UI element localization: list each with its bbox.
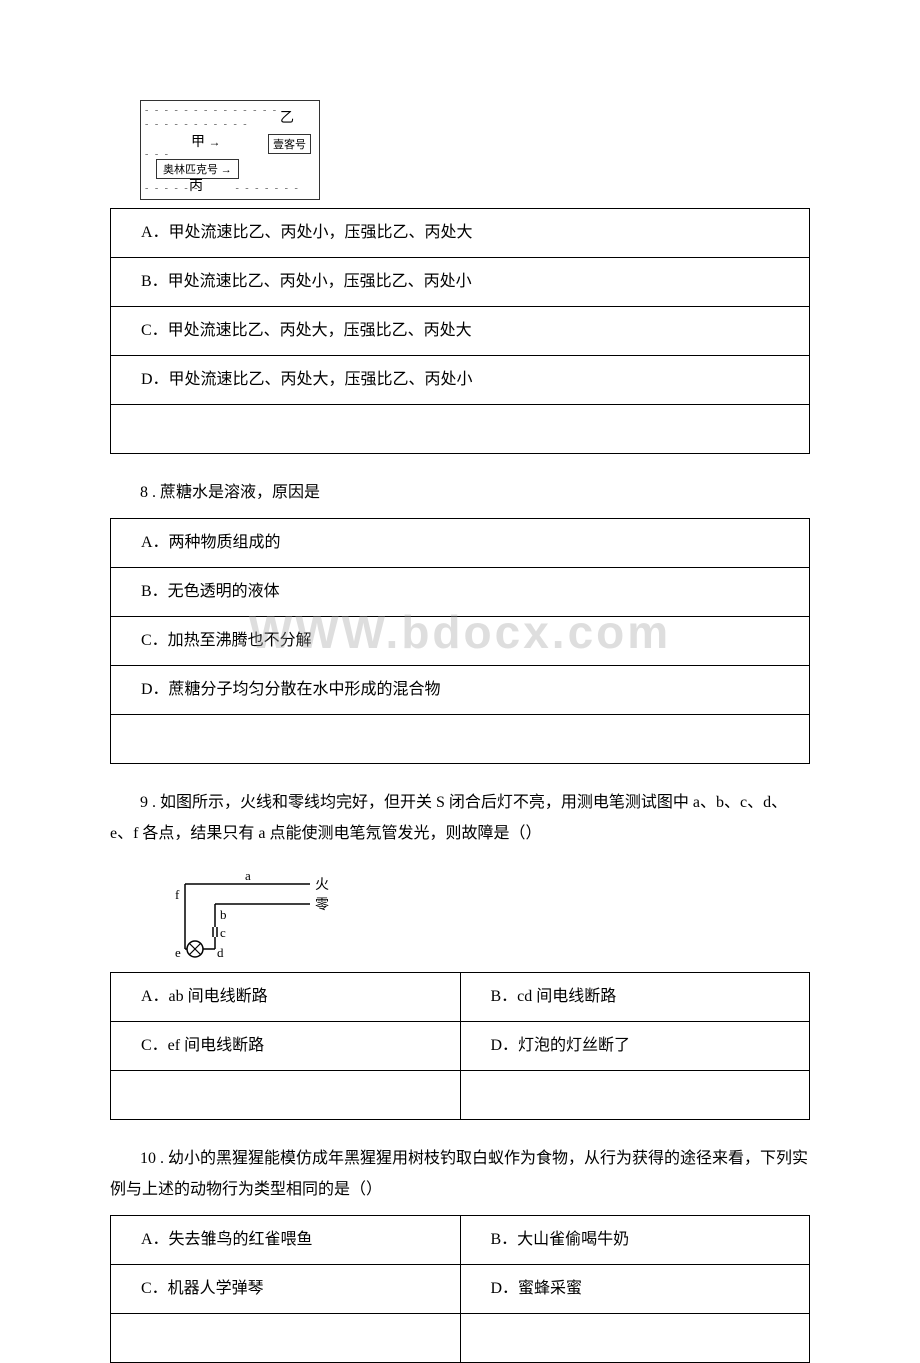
label-yi: 乙 [280, 107, 294, 127]
option-cell: A．失去雏鸟的红雀喂鱼 [111, 1215, 461, 1264]
option-cell: B．大山雀偷喝牛奶 [460, 1215, 810, 1264]
option-cell: D．蜜蜂采蜜 [460, 1264, 810, 1313]
label-c: c [220, 925, 226, 940]
option-cell: D．甲处流速比乙、丙处大，压强比乙、丙处小 [111, 356, 810, 405]
label-huo: 火 [315, 878, 329, 893]
figure-circuit: a b c d e f 火 零 [145, 859, 810, 964]
blank-cell [111, 715, 810, 764]
blank-cell [111, 1071, 461, 1120]
q10-stem: 10 . 幼小的黑猩猩能模仿成年黑猩猩用树枝钓取白蚁作为食物，从行为获得的途径来… [110, 1144, 810, 1205]
option-cell: B．无色透明的液体 [111, 568, 810, 617]
label-jia: 甲 → [191, 131, 221, 151]
blank-cell [111, 405, 810, 454]
water-dash: - - - - - - - - - - - - - - [145, 105, 278, 116]
blank-cell [460, 1071, 810, 1120]
option-cell: A．甲处流速比乙、丙处小，压强比乙、丙处大 [111, 209, 810, 258]
water-dash: - - - - - - - - - - - [145, 119, 249, 130]
option-cell: C．ef 间电线断路 [111, 1022, 461, 1071]
label-a: a [245, 868, 251, 883]
label-bing: 丙 [189, 175, 203, 195]
label-d: d [217, 945, 224, 959]
q9-stem: 9 . 如图所示，火线和零线均完好，但开关 S 闭合后灯不亮，用测电笔测试图中 … [110, 788, 810, 849]
option-cell: A．ab 间电线断路 [111, 973, 461, 1022]
label-f: f [175, 887, 180, 902]
option-cell: C．加热至沸腾也不分解 [111, 617, 810, 666]
q8-stem: 8 . 蔗糖水是溶液，原因是 [140, 478, 780, 508]
arrow-icon: → [209, 135, 221, 149]
option-cell: D．灯泡的灯丝断了 [460, 1022, 810, 1071]
q10-options-table: A．失去雏鸟的红雀喂鱼 B．大山雀偷喝牛奶 C．机器人学弹琴 D．蜜蜂采蜜 [110, 1215, 810, 1363]
option-cell: D．蔗糖分子均匀分散在水中形成的混合物 [111, 666, 810, 715]
label-b: b [220, 907, 227, 922]
option-cell: B．cd 间电线断路 [460, 973, 810, 1022]
label-ling: 零 [315, 897, 329, 913]
option-cell: C．甲处流速比乙、丙处大，压强比乙、丙处大 [111, 307, 810, 356]
label-e: e [175, 945, 181, 959]
q7-options-table: A．甲处流速比乙、丙处小，压强比乙、丙处大 B．甲处流速比乙、丙处小，压强比乙、… [110, 208, 810, 454]
blank-cell [111, 1313, 461, 1362]
option-cell: A．两种物质组成的 [111, 519, 810, 568]
option-cell: B．甲处流速比乙、丙处小，压强比乙、丙处小 [111, 258, 810, 307]
q9-options-table: A．ab 间电线断路 B．cd 间电线断路 C．ef 间电线断路 D．灯泡的灯丝… [110, 972, 810, 1120]
q8-options-table: A．两种物质组成的 B．无色透明的液体 C．加热至沸腾也不分解 D．蔗糖分子均匀… [110, 518, 810, 764]
ship-yike: 壹客号 [268, 134, 311, 154]
figure-ships: - - - - - - - - - - - - - - - - - - - - … [140, 100, 320, 200]
arrow-icon: → [221, 164, 232, 176]
blank-cell [460, 1313, 810, 1362]
option-cell: C．机器人学弹琴 [111, 1264, 461, 1313]
water-dash: - - - - - - - - - - - - - [145, 183, 300, 194]
